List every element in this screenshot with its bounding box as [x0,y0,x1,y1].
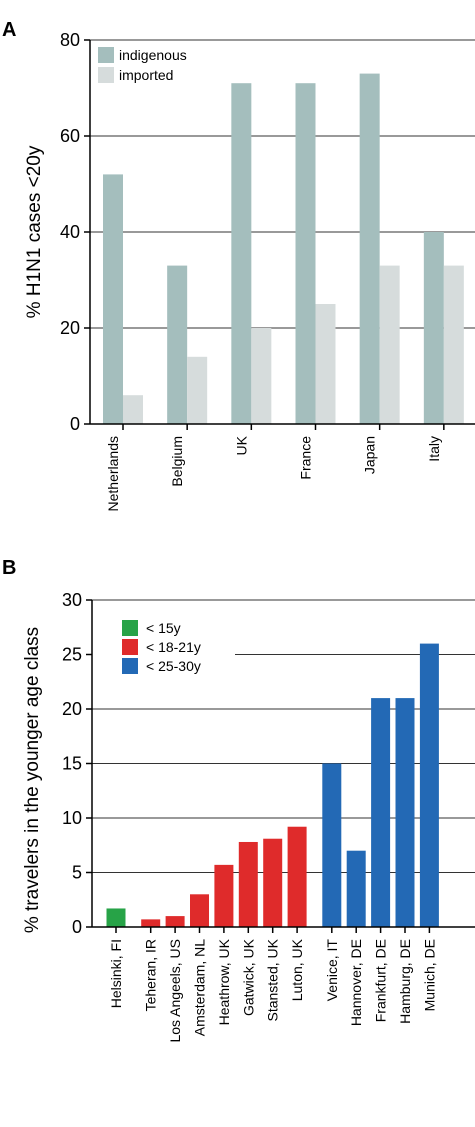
panel-b-category-label-gatwick-uk: Gatwick, UK [240,938,256,1016]
panel-b-bar-frankfurt-de [371,698,391,927]
panel-a-category-label-uk: UK [233,435,249,455]
panel-b-category-label-amsterdam-nl: Amsterdam, NL [192,939,208,1036]
panel-b-category-label-venice-it: Venice, IT [324,939,340,1002]
panel-a-bar-belgium-imported [187,356,208,424]
panel-a-bars [103,73,464,424]
panel-a-bar-belgium-indigenous [167,265,188,424]
panel-a-legend: indigenous imported [98,47,187,83]
panel-b-legend-swatch-2 [122,639,138,655]
panel-a-bar-japan-imported [379,265,400,424]
panel-a-bar-france-imported [315,304,336,424]
panel-a-category-label-japan: Japan [362,436,378,474]
panel-a-gridlines [90,39,475,329]
panel-b-bar-stansted-uk [263,838,283,927]
panel-b-bar-munich-de [419,643,439,927]
panel-a-y-tick-label: 60 [60,126,80,146]
panel-a-y-tick-label: 0 [70,414,80,434]
panel-b-bar-chart: B % travelers in the younger age class 0… [2,557,475,1043]
panel-a-bar-italy-imported [443,265,464,424]
panel-a-bar-netherlands-indigenous [103,174,123,424]
panel-b-category-label-helsinki-fi: Helsinki, FI [108,939,124,1008]
panel-b-bar-hamburg-de [395,698,415,927]
panel-b-y-tick-label: 20 [62,699,82,719]
panel-b-bar-helsinki-fi [106,908,126,927]
panel-a-category-label-belgium: Belgium [169,436,185,487]
panel-b-axes [86,599,475,933]
panel-b-category-label-munich-de: Munich, DE [421,939,437,1011]
panel-a-bar-uk-imported [251,328,272,424]
panel-a-legend-swatch-indigenous [98,47,114,63]
panel-b-category-label-heathrow-uk: Heathrow, UK [216,938,232,1025]
panel-a-y-tick-labels: 0 20 40 60 80 [60,30,80,434]
panel-a-y-tick-label: 80 [60,30,80,50]
panel-b-category-label-teheran-ir: Teheran, IR [143,939,159,1011]
panel-a-y-tick-label: 20 [60,318,80,338]
panel-b-bar-heathrow-uk [214,864,234,927]
panel-b-bars [106,643,439,927]
panel-b-category-label-hamburg-de: Hamburg, DE [397,939,413,1024]
panel-a-category-label-france: France [298,436,314,480]
panel-b-bar-teheran-ir [141,919,161,927]
panel-a-category-label-netherlands: Netherlands [105,436,121,512]
panel-b-y-axis-title: % travelers in the younger age class [22,627,43,933]
panel-a-axes [84,39,475,430]
panel-b-legend-label-2: < 18-21y [146,639,201,655]
panel-b-legend-label-1: < 15y [146,620,181,636]
panel-b-y-tick-label: 0 [72,917,82,937]
panel-b-bar-hannover-de [346,850,366,927]
panel-b-y-tick-label: 5 [72,863,82,883]
panel-a-category-label-italy: Italy [426,436,442,462]
panel-a-bar-japan-indigenous [359,73,380,424]
panel-b-letter: B [2,557,16,579]
panel-b-category-label-stansted-uk: Stansted, UK [265,938,281,1021]
panel-a-y-tick-label: 40 [60,222,80,242]
panel-b-category-label-luton-uk: Luton, UK [289,938,305,1001]
panel-a-bar-italy-indigenous [423,232,444,424]
panel-b-category-label-hannover-de: Hannover, DE [348,939,364,1026]
panel-b-y-tick-labels: 0 5 10 15 20 25 30 [62,590,82,937]
panel-a-bar-netherlands-imported [123,395,143,424]
panel-b-bar-amsterdam-nl [190,894,209,927]
panel-a-legend-swatch-imported [98,67,114,83]
panel-b-y-tick-label: 10 [62,808,82,828]
panel-a-legend-label-imported: imported [119,67,173,83]
panel-a-category-labels: Netherlands Belgium UK France Japan Italy [105,435,442,511]
panel-b-bar-venice-it [322,763,342,927]
panel-b-category-labels: Helsinki, FI Teheran, IR Los Angeels, US Am… [108,938,437,1042]
panel-b-y-tick-label: 15 [62,754,82,774]
panel-b-category-label-frankfurt-de: Frankfurt, DE [373,939,389,1022]
panel-a-bar-france-indigenous [295,83,316,424]
panel-b-y-tick-label: 25 [62,645,82,665]
panel-b-legend-swatch-3 [122,658,138,674]
panel-a-bar-chart: A % H1N1 cases <20y 0 20 40 60 80 Netherland… [2,19,475,512]
panel-b-y-tick-label: 30 [62,590,82,610]
panel-b-bar-gatwick-uk [238,841,258,927]
panel-a-legend-label-indigenous: indigenous [119,47,187,63]
panel-b-bar-los-angeels-us [165,916,185,927]
panel-b-category-label-los-angeels-us: Los Angeels, US [167,939,183,1043]
panel-b-bar-luton-uk [287,826,307,927]
panel-a-bar-uk-indigenous [231,83,252,424]
panel-b-legend-swatch-1 [122,620,138,636]
panel-a-y-axis-title: % H1N1 cases <20y [24,145,45,318]
panel-b-legend-label-3: < 25-30y [146,658,201,674]
panel-b-legend: < 15y < 18-21y < 25-30y [122,620,201,674]
panel-a-letter: A [2,19,16,41]
